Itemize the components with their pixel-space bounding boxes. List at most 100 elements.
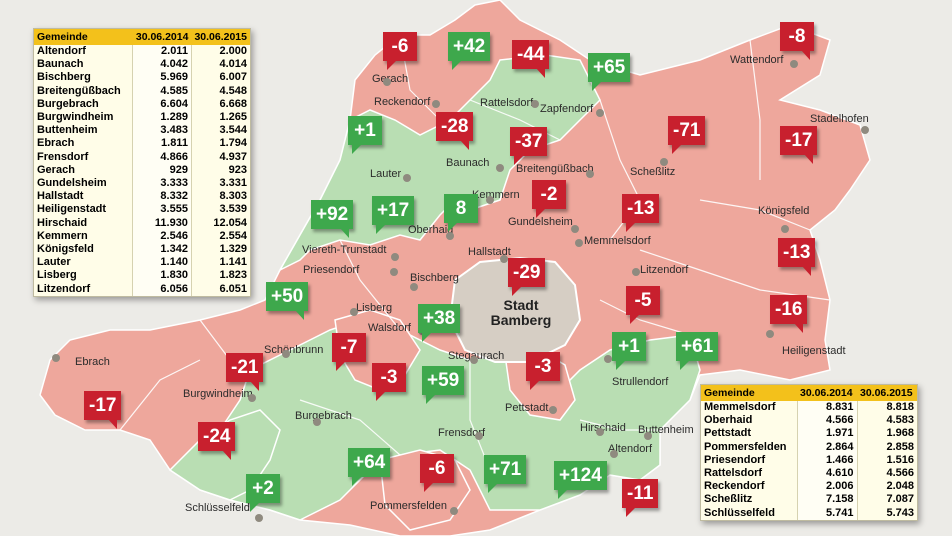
place-dot [390, 268, 398, 276]
population-2014-cell: 8.831 [796, 401, 858, 415]
place-label: Königsfeld [758, 205, 810, 217]
place-label: Hallstadt [468, 246, 511, 258]
place-dot [604, 355, 612, 363]
column-header: 30.06.2014 [132, 29, 192, 45]
place-dot [410, 283, 418, 291]
population-2015-cell: 2.858 [886, 440, 914, 453]
municipality-cell: Burgebrach [37, 97, 99, 110]
population-2015-cell: 8.303 [219, 190, 247, 203]
place-label: Altendorf [608, 443, 653, 455]
place-label: Buttenheim [638, 424, 694, 436]
table-row: Lisberg 1.830 1.823 [34, 269, 250, 283]
population-2015-cell: 4.566 [886, 467, 914, 480]
place-label: Burgwindheim [183, 388, 253, 400]
population-2015-cell: 1.823 [219, 269, 247, 282]
growth-badge: +59 [422, 366, 465, 404]
growth-badge: 8 [444, 194, 478, 232]
decline-badge: -16 [770, 295, 808, 333]
population-2014-cell: 4.866 [132, 150, 192, 164]
growth-badge: +2 [246, 474, 280, 512]
place-dot [766, 330, 774, 338]
growth-badge: +71 [484, 455, 527, 493]
municipality-cell: Lisberg [37, 269, 77, 282]
place-dot [790, 60, 798, 68]
table-body: Altendorf 2.011 2.000 Baunach 4.042 4.014 Bisc… [34, 45, 250, 296]
decline-badge: -7 [332, 333, 366, 371]
population-2015-cell: 4.937 [219, 150, 247, 163]
place-label: Ebrach [75, 356, 110, 368]
population-2015-cell: 1.141 [219, 256, 247, 269]
municipality-cell: Hirschaid [37, 216, 88, 229]
table-row: Lauter 1.140 1.141 [34, 256, 250, 270]
place-dot [486, 196, 494, 204]
municipality-cell: Heiligenstadt [37, 203, 107, 216]
place-dot [313, 418, 321, 426]
population-2014-cell: 2.546 [132, 229, 192, 244]
population-2015-cell: 5.743 [886, 506, 914, 519]
population-2014-cell: 5.969 [132, 71, 192, 85]
table-header-row: Gemeinde 30.06.2014 30.06.2015 [701, 385, 917, 401]
decline-badge: -8 [780, 22, 814, 60]
region-growth-area [278, 54, 601, 272]
decline-badge: -44 [512, 40, 550, 78]
population-2014-cell: 5.741 [796, 506, 858, 520]
table-row: Gundelsheim 3.333 3.331 [34, 177, 250, 191]
place-label: Schönbrunn [264, 344, 324, 356]
population-2014-cell: 4.566 [796, 414, 858, 428]
population-2015-cell: 3.544 [219, 124, 247, 137]
place-label: Walsdorf [368, 322, 411, 334]
municipality-cell: Oberhaid [704, 414, 753, 427]
decline-badge: -13 [778, 238, 816, 276]
place-dot [500, 255, 508, 263]
population-2015-cell: 3.331 [219, 177, 247, 190]
growth-badge: +17 [372, 196, 415, 234]
decline-badge: -2 [532, 180, 566, 218]
population-2015-cell: 6.051 [219, 282, 247, 295]
place-label: Stadelhofen [810, 113, 869, 125]
place-dot [596, 109, 604, 117]
table-row: Schlüsselfeld 5.741 5.743 [701, 506, 917, 520]
population-2014-cell: 1.342 [132, 243, 192, 257]
place-label: Lisberg [356, 302, 393, 314]
municipality-cell: Baunach [37, 58, 84, 71]
population-2015-cell: 6.007 [219, 71, 247, 84]
table-row: Scheßlitz 7.158 7.087 [701, 493, 917, 507]
table-row: Altendorf 2.011 2.000 [34, 45, 250, 59]
population-2015-cell: 1.968 [886, 427, 914, 440]
population-2014-cell: 1.811 [132, 137, 192, 151]
place-label: Zapfendorf [540, 103, 594, 115]
place-label: Scheßlitz [630, 166, 676, 178]
place-label: Rattelsdorf [480, 97, 534, 109]
table-row: Ebrach 1.811 1.794 [34, 137, 250, 151]
place-label: Kemmern [472, 189, 520, 201]
population-2014-cell: 4.610 [796, 467, 858, 481]
population-2014-cell: 929 [132, 163, 192, 178]
municipality-cell: Priesendorf [704, 453, 766, 466]
population-table-left: Gemeinde 30.06.2014 30.06.2015 Altendorf… [33, 28, 251, 297]
table-row: Hallstadt 8.332 8.303 [34, 190, 250, 204]
column-header: 30.06.2015 [857, 385, 917, 401]
decline-badge: -3 [372, 363, 406, 401]
place-label: Gundelsheim [508, 216, 573, 228]
place-dot [571, 225, 579, 233]
municipality-cell: Scheßlitz [704, 493, 753, 506]
decline-badge: -71 [668, 116, 706, 154]
place-label: Oberhaid [408, 224, 454, 236]
place-dot [549, 406, 557, 414]
table-row: Memmelsdorf 8.831 8.818 [701, 401, 917, 415]
decline-badge: -37 [510, 127, 548, 165]
place-dot [470, 356, 478, 364]
place-label: Pommersfelden [370, 500, 448, 512]
population-2015-cell: 1.794 [219, 137, 247, 150]
municipality-cell: Gundelsheim [37, 177, 107, 190]
place-label: Strullendorf [612, 376, 669, 388]
table-row: Breitengüßbach 4.585 4.548 [34, 84, 250, 98]
municipality-cell: Kemmern [37, 229, 88, 242]
place-dot [248, 394, 256, 402]
column-header: 30.06.2015 [191, 29, 250, 45]
population-table-right: Gemeinde 30.06.2014 30.06.2015 Memmelsdo… [700, 384, 918, 521]
table-header-row: Gemeinde 30.06.2014 30.06.2015 [34, 29, 250, 45]
population-2014-cell: 1.830 [132, 269, 192, 283]
place-dot [660, 158, 668, 166]
